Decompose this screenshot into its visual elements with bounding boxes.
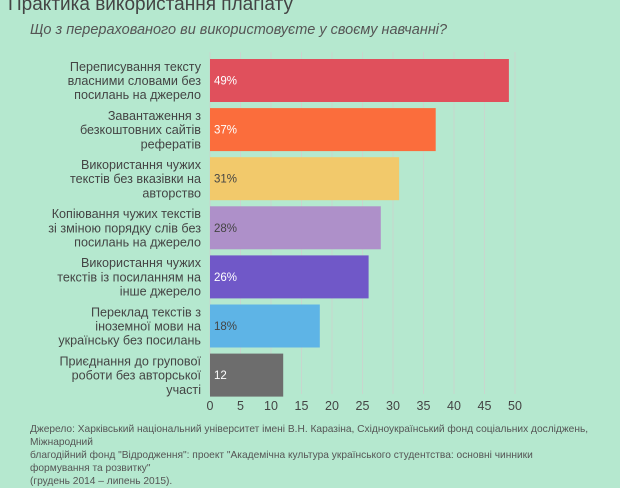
bar bbox=[210, 304, 320, 348]
x-tick-label: 5 bbox=[237, 399, 244, 413]
category-labels: Переписування тексту власними словами без… bbox=[48, 60, 201, 397]
category-label-line: інше джерело bbox=[120, 285, 201, 299]
chart-title: Практика використання плагіату bbox=[8, 0, 293, 15]
category-label-line: зі зміною порядку слів без bbox=[48, 221, 201, 235]
category-label-line: українську без посилань bbox=[58, 334, 201, 348]
category-label-line: текстів без вказівки на bbox=[70, 172, 201, 186]
bar bbox=[210, 59, 509, 102]
source-line: Джерело: Харківський національний універ… bbox=[30, 424, 589, 448]
category-label-line: Використання чужих bbox=[81, 158, 202, 172]
source-line: (грудень 2014 – липень 2015). bbox=[30, 476, 173, 487]
category-label-line: іноземної мови на bbox=[95, 320, 201, 334]
category-label: Копіювання чужих текстів зі зміною порядк… bbox=[48, 207, 201, 249]
bar bbox=[210, 255, 369, 299]
source-note: Джерело: Харківський національний універ… bbox=[30, 423, 590, 488]
bar bbox=[210, 353, 284, 397]
source-line: благодійний фонд "Відродження": проект "… bbox=[30, 450, 533, 474]
bar-value-label: 26% bbox=[214, 272, 237, 284]
category-label: Завантаження з безкоштовних сайтів реферат… bbox=[80, 109, 201, 151]
x-axis-ticks: 0 5 10 15 20 25 30 35 40 45 50 bbox=[207, 399, 522, 413]
x-tick-label: 50 bbox=[508, 399, 522, 413]
category-label-line: посилань на джерело bbox=[74, 88, 201, 102]
x-tick-label: 15 bbox=[295, 399, 309, 413]
category-label-line: безкоштовних сайтів bbox=[80, 123, 201, 137]
x-tick-label: 40 bbox=[447, 399, 461, 413]
category-label-line: посилань на джерело bbox=[74, 236, 201, 250]
x-tick-label: 25 bbox=[356, 399, 370, 413]
category-label-line: участі bbox=[166, 383, 201, 397]
category-label-line: роботи без авторської bbox=[72, 369, 202, 383]
bar-chart: 49% 37% 31% 28% 26% 18% 12 Переписування текст… bbox=[48, 52, 522, 413]
category-label-line: власними словами без bbox=[68, 74, 202, 88]
x-tick-label: 45 bbox=[478, 399, 492, 413]
x-tick-label: 30 bbox=[386, 399, 400, 413]
bar-value-label: 28% bbox=[214, 223, 237, 235]
x-tick-label: 10 bbox=[264, 399, 278, 413]
bar bbox=[210, 206, 381, 250]
category-label-line: Використання чужих bbox=[81, 256, 202, 270]
bar-value-label: 49% bbox=[214, 76, 237, 88]
bar-value-label: 37% bbox=[214, 125, 237, 137]
bar-value-label: 12 bbox=[214, 370, 227, 382]
category-label-line: текстів із посиланням на bbox=[57, 270, 201, 284]
category-label-line: Завантаження з bbox=[108, 109, 201, 123]
bar-value-label: 31% bbox=[214, 174, 237, 186]
chart-subtitle: Що з перерахованого ви використовуєте у … bbox=[30, 22, 448, 38]
bar bbox=[210, 108, 436, 152]
category-label: Приєднання до групової роботи без авторсь… bbox=[59, 354, 201, 396]
category-label-line: авторство bbox=[142, 186, 201, 200]
category-label-line: рефератів bbox=[141, 137, 202, 151]
category-label-line: Переписування тексту bbox=[70, 60, 202, 74]
category-label-line: Копіювання чужих текстів bbox=[52, 207, 202, 221]
x-tick-label: 20 bbox=[325, 399, 339, 413]
category-label: Переклад текстів з іноземної мови на украї… bbox=[58, 305, 201, 347]
bars: 49% 37% 31% 28% 26% 18% 12 bbox=[210, 59, 509, 397]
category-label: Переписування тексту власними словами без… bbox=[68, 60, 202, 102]
category-label: Використання чужих текстів без вказівки н… bbox=[70, 158, 202, 200]
bar bbox=[210, 157, 400, 201]
x-tick-label: 0 bbox=[207, 399, 214, 413]
category-label: Використання чужих текстів із посиланням … bbox=[57, 256, 201, 298]
category-label-line: Переклад текстів з bbox=[91, 305, 201, 319]
category-label-line: Приєднання до групової bbox=[59, 354, 201, 368]
x-tick-label: 35 bbox=[417, 399, 431, 413]
bar-value-label: 18% bbox=[214, 321, 237, 333]
